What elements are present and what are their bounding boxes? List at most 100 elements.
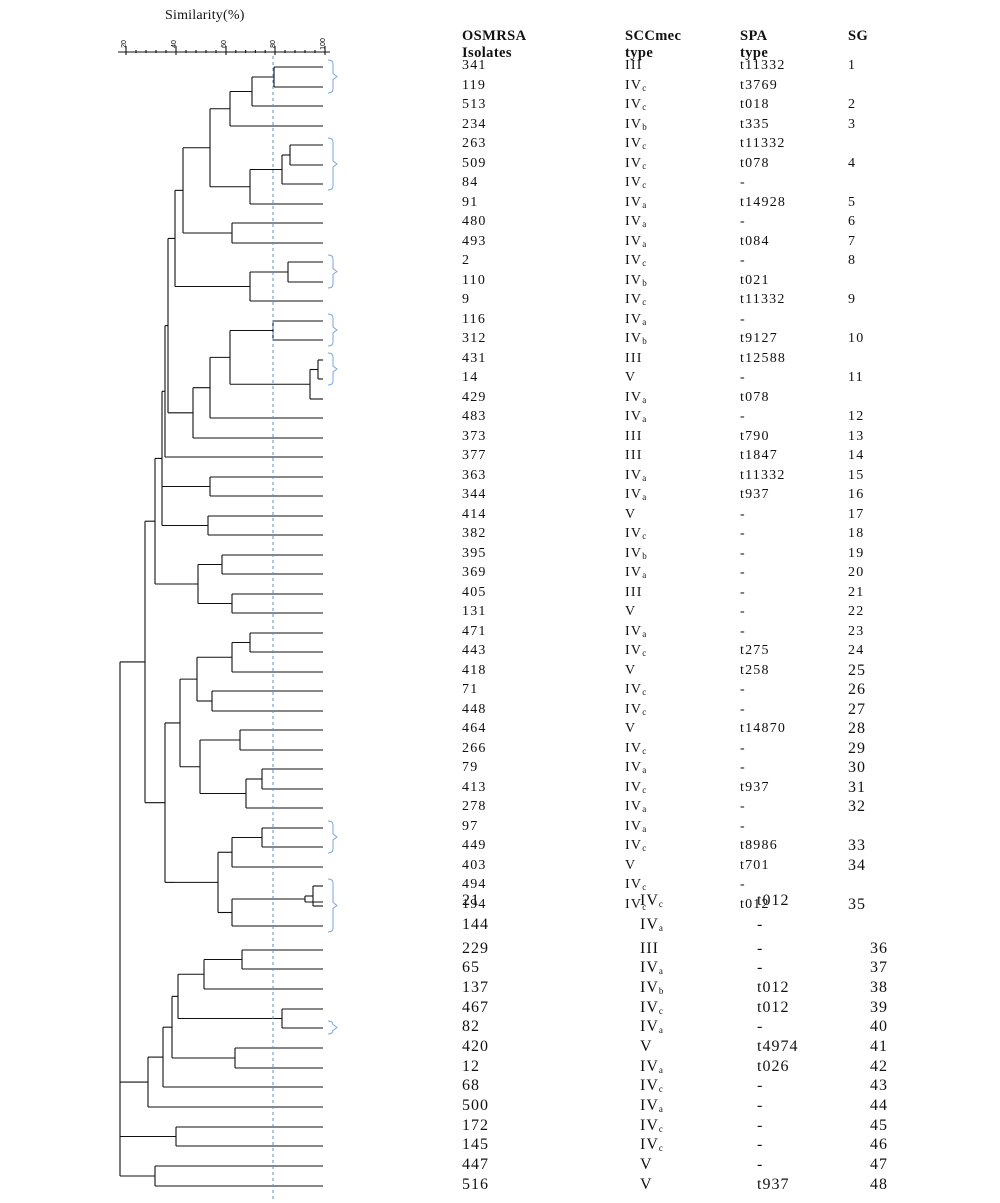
dendrogram: 20 40 60 80 100	[118, 38, 338, 1200]
spa-type: -	[757, 1136, 764, 1153]
sccmec-type: IVc	[640, 1077, 663, 1095]
spa-type: t084	[740, 234, 770, 249]
sccmec-subtype: b	[642, 122, 647, 132]
cluster-bracket	[327, 59, 338, 94]
isolate-id: 467	[462, 999, 489, 1016]
spa-type: -	[740, 312, 746, 327]
sccmec-subtype: a	[642, 804, 647, 814]
isolate-id: 509	[462, 156, 487, 171]
spa-type: t018	[740, 97, 770, 112]
axis-tick-label: 80	[270, 40, 277, 48]
spa-type: -	[740, 624, 746, 639]
spa-type: t012	[757, 979, 790, 996]
header-sg: SG	[848, 28, 868, 45]
isolate-id: 65	[462, 959, 480, 976]
spa-type: -	[757, 1156, 764, 1173]
axis-tick-label: 60	[221, 40, 228, 48]
sg-number: 44	[870, 1097, 888, 1114]
spa-type: t937	[757, 1176, 790, 1193]
spa-type: -	[740, 253, 746, 268]
spa-type: -	[740, 175, 746, 190]
cluster-bracket	[327, 1020, 338, 1035]
sccmec-subtype: c	[642, 141, 647, 151]
spa-type: -	[740, 741, 746, 756]
spa-type: t335	[740, 117, 770, 132]
sccmec-type: IVc	[625, 136, 647, 151]
sccmec-type: IVb	[625, 546, 647, 561]
spa-type: t790	[740, 429, 770, 444]
sccmec-type: IVc	[625, 526, 647, 541]
similarity-axis: 20 40 60 80 100	[118, 38, 330, 55]
sg-number: 34	[848, 857, 866, 874]
cluster-bracket	[327, 313, 338, 347]
sccmec-subtype: c	[642, 180, 647, 190]
sccmec-subtype: b	[642, 336, 647, 346]
sccmec-type: V	[640, 1156, 653, 1173]
sg-number: 25	[848, 662, 866, 679]
spa-type: t11332	[740, 292, 786, 307]
spa-type: -	[757, 916, 764, 933]
sccmec-type: IVa	[640, 916, 663, 934]
sccmec-subtype: b	[642, 278, 647, 288]
header-sccmec: SCCmec type	[625, 28, 681, 62]
sg-number: 33	[848, 837, 866, 854]
spa-type: t012	[740, 897, 770, 912]
sccmec-type: IVc	[640, 892, 663, 910]
isolate-id: 513	[462, 97, 487, 112]
spa-type: -	[757, 1117, 764, 1134]
isolate-id: 172	[462, 1117, 489, 1134]
sg-number: 15	[848, 468, 865, 483]
sg-number: 40	[870, 1018, 888, 1035]
sccmec-type: V	[640, 1176, 653, 1193]
isolate-id: 131	[462, 604, 487, 619]
spa-type: t14928	[740, 195, 787, 210]
isolate-id: 145	[462, 1136, 489, 1153]
sg-number: 39	[870, 999, 888, 1016]
header-sccmec-line1: SCCmec	[625, 28, 682, 44]
sccmec-subtype: c	[658, 1124, 663, 1134]
header-spa-line1: SPA	[740, 28, 768, 44]
cluster-bracket	[327, 352, 338, 386]
isolate-id: 443	[462, 643, 487, 658]
sg-number: 29	[848, 740, 866, 757]
isolate-id: 448	[462, 702, 487, 717]
sccmec-type: V	[625, 370, 637, 385]
sg-number: 27	[848, 701, 866, 718]
sg-number: 22	[848, 604, 865, 619]
sccmec-subtype: a	[642, 492, 647, 502]
cluster-bracket	[327, 137, 338, 191]
sccmec-subtype: c	[642, 843, 647, 853]
spa-type: -	[740, 546, 746, 561]
spa-type: t937	[740, 780, 770, 795]
cluster-bracket	[327, 254, 338, 289]
sccmec-type: IVa	[625, 409, 647, 424]
sccmec-type: III	[625, 429, 643, 444]
isolate-id: 403	[462, 858, 487, 873]
spa-type: t1847	[740, 448, 778, 463]
isolate-id: 413	[462, 780, 487, 795]
isolate-id: 405	[462, 585, 487, 600]
sccmec-type: IVa	[640, 1018, 663, 1036]
axis-tick-label: 100	[320, 38, 327, 50]
sccmec-type: V	[640, 1038, 653, 1055]
sccmec-type: III	[625, 351, 643, 366]
spa-type: t9127	[740, 331, 778, 346]
sccmec-subtype: c	[642, 707, 647, 717]
isolate-id: 483	[462, 409, 487, 424]
sg-number: 30	[848, 759, 866, 776]
sccmec-subtype: a	[642, 765, 647, 775]
sccmec-subtype: a	[642, 395, 647, 405]
spa-type: t275	[740, 643, 770, 658]
header-sccmec-line2: type	[625, 45, 654, 61]
cluster-bracket	[327, 820, 338, 854]
sg-number: 43	[870, 1077, 888, 1094]
isolate-id: 431	[462, 351, 487, 366]
sccmec-type: IVc	[625, 175, 647, 190]
header-spa-line2: type	[740, 45, 769, 61]
sccmec-type: IVa	[640, 959, 663, 977]
isolate-id: 414	[462, 507, 487, 522]
sccmec-subtype: a	[642, 317, 647, 327]
isolate-id: 116	[462, 312, 487, 327]
isolate-id: 373	[462, 429, 487, 444]
sccmec-subtype: b	[642, 551, 647, 561]
